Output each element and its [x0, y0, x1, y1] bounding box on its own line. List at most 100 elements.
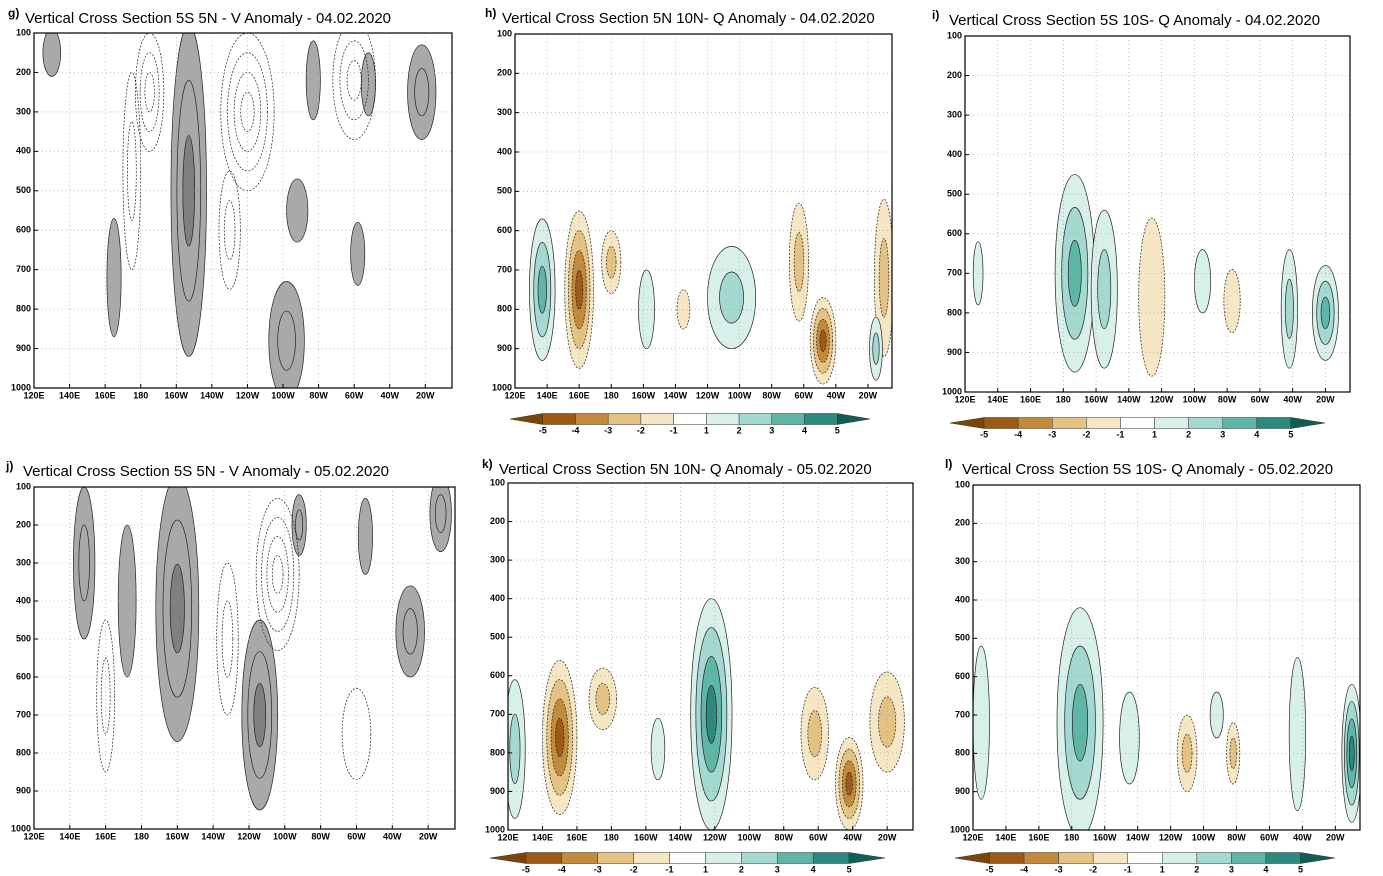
x-tick-label: 20W	[419, 831, 438, 841]
x-tick-label: 120W	[237, 831, 261, 841]
y-tick-label: 800	[16, 303, 31, 313]
y-tick-label: 500	[955, 633, 970, 643]
colorbar-label: 5	[1298, 864, 1303, 874]
colorbar-label: -2	[630, 864, 638, 874]
x-tick-label: 180	[604, 390, 619, 400]
colorbar-swatch	[669, 852, 706, 864]
plot-frame	[514, 33, 893, 389]
contour-region	[42, 33, 62, 77]
x-tick-label: 120W	[236, 390, 260, 400]
y-tick-label: 700	[16, 264, 31, 274]
x-tick-label: 140W	[1126, 832, 1150, 842]
contour-region	[100, 657, 111, 735]
y-tick-label: 900	[497, 343, 512, 353]
contour-region	[169, 563, 185, 654]
x-tick-label: 100W	[271, 390, 295, 400]
x-tick-label: 100W	[738, 832, 762, 842]
contour-region	[793, 232, 805, 292]
chart-title: Vertical Cross Section 5S 5N - V Anomaly…	[23, 463, 389, 480]
contour-region	[1181, 733, 1193, 773]
colorbar-swatch	[1058, 852, 1094, 864]
colorbar-swatch	[489, 852, 527, 864]
colorbar-swatch	[954, 852, 990, 864]
colorbar-swatch	[1086, 417, 1121, 429]
contour-region	[261, 517, 295, 632]
contour-region	[1138, 217, 1166, 377]
contour-region	[339, 40, 369, 121]
colorbar-swatch	[509, 413, 543, 425]
panel-label: i)	[932, 8, 939, 22]
colorbar-swatch	[575, 413, 609, 425]
y-tick-label: 1000	[11, 382, 31, 392]
contour-region	[819, 329, 827, 352]
contour-region	[1209, 691, 1224, 739]
colorbar-label: -5	[986, 864, 994, 874]
colorbar-label: -5	[539, 425, 547, 435]
x-tick-label: 40W	[383, 831, 402, 841]
x-tick-label: 120W	[703, 832, 727, 842]
y-tick-label: 800	[955, 748, 970, 758]
colorbar-swatch	[640, 413, 674, 425]
x-tick-label: 160E	[95, 390, 116, 400]
x-tick-label: 60W	[345, 390, 364, 400]
x-tick-label: 160W	[634, 832, 658, 842]
x-tick-label: 180	[134, 831, 149, 841]
contour-region	[719, 271, 744, 324]
y-tick-label: 300	[490, 554, 505, 564]
x-tick-label: 180	[604, 832, 619, 842]
contour-region	[1284, 278, 1294, 339]
contour-region	[1097, 249, 1112, 330]
x-tick-label: 40W	[1293, 832, 1312, 842]
x-tick-label: 180	[1064, 832, 1079, 842]
y-tick-label: 100	[16, 481, 31, 491]
y-tick-label: 700	[16, 709, 31, 719]
x-tick-label: 100W	[1183, 394, 1207, 404]
colorbar-label: 2	[1194, 864, 1199, 874]
contour-region	[268, 281, 305, 388]
y-tick-label: 100	[955, 479, 970, 489]
y-tick-label: 900	[16, 785, 31, 795]
y-tick-label: 200	[955, 518, 970, 528]
x-tick-label: 60W	[809, 832, 828, 842]
colorbar-swatch	[1196, 852, 1232, 864]
y-tick-label: 800	[497, 304, 512, 314]
x-tick-label: 100W	[1192, 832, 1216, 842]
x-tick-label: 160W	[1093, 832, 1117, 842]
y-tick-label: 1000	[485, 824, 505, 834]
colorbar-label: -3	[604, 425, 612, 435]
x-tick-label: 140W	[1117, 394, 1141, 404]
contour-region	[537, 265, 547, 314]
y-tick-label: 800	[16, 747, 31, 757]
contour-region	[144, 72, 155, 113]
colorbar-label: -4	[571, 425, 579, 435]
colorbar-label: 5	[847, 864, 852, 874]
plot-area	[508, 483, 913, 830]
y-tick-label: 400	[16, 146, 31, 156]
x-tick-label: 140W	[201, 831, 225, 841]
x-tick-label: 120E	[954, 394, 975, 404]
chart-title: Vertical Cross Section 5S 5N - V Anomaly…	[25, 10, 391, 27]
colorbar-swatch	[1120, 417, 1155, 429]
x-tick-label: 40W	[1283, 394, 1302, 404]
contour-region	[255, 498, 300, 651]
x-tick-label: 160E	[566, 832, 587, 842]
y-tick-label: 600	[947, 228, 962, 238]
colorbar-swatch	[633, 852, 670, 864]
x-tick-label: 120E	[23, 390, 44, 400]
colorbar-swatch	[607, 413, 642, 425]
contour-region	[271, 555, 284, 594]
contour-region	[434, 494, 447, 533]
contour-region	[650, 717, 666, 781]
colorbar-swatch	[705, 852, 742, 864]
contour-region	[182, 135, 196, 247]
colorbar-label: 2	[1186, 429, 1191, 439]
colorbar-swatch	[1023, 852, 1059, 864]
colorbar-label: 3	[775, 864, 780, 874]
y-tick-label: 700	[497, 264, 512, 274]
x-tick-label: 120E	[23, 831, 44, 841]
panel-label: h)	[485, 6, 496, 20]
contour-region	[878, 238, 890, 318]
y-tick-label: 800	[947, 307, 962, 317]
contour-region	[253, 682, 267, 748]
